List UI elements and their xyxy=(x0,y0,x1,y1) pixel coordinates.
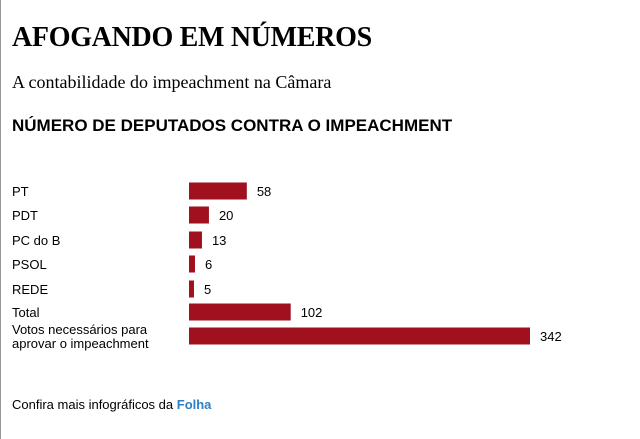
chart-title: NÚMERO DE DEPUTADOS CONTRA O IMPEACHMENT xyxy=(12,116,453,135)
bar xyxy=(189,327,530,345)
data-label: 58 xyxy=(257,184,271,199)
data-label: 102 xyxy=(301,305,323,320)
category-label: PDT xyxy=(12,208,38,223)
footer: Confira mais infográficos da Folha xyxy=(12,397,211,412)
data-label: 13 xyxy=(212,233,226,248)
bar xyxy=(189,206,209,224)
left-border xyxy=(0,0,1,439)
category-label: aprovar o impeachment xyxy=(12,336,149,351)
category-label: Votos necessários para xyxy=(12,322,148,337)
bar xyxy=(189,255,195,273)
category-label: Total xyxy=(12,305,40,320)
category-label: PT xyxy=(12,184,29,199)
category-label: PC do B xyxy=(12,233,60,248)
page-title: AFOGANDO EM NÚMEROS xyxy=(12,22,372,53)
bar-chart: PT 58 PDT 20 PC do B 13 PSOL 6 REDE 5 Total 102 Voto… xyxy=(12,182,562,351)
data-label: 6 xyxy=(205,257,212,272)
category-label: REDE xyxy=(12,282,48,297)
category-label: PSOL xyxy=(12,257,47,272)
data-label: 342 xyxy=(540,329,562,344)
folha-link[interactable]: Folha xyxy=(176,397,212,412)
bar xyxy=(189,231,202,249)
footer-text: Confira mais infográficos da xyxy=(12,397,177,412)
bar xyxy=(189,303,291,321)
bar xyxy=(189,182,247,200)
page-subtitle: A contabilidade do impeachment na Câmara xyxy=(12,72,332,92)
bar xyxy=(189,280,194,298)
data-label: 20 xyxy=(219,208,233,223)
data-label: 5 xyxy=(204,282,211,297)
